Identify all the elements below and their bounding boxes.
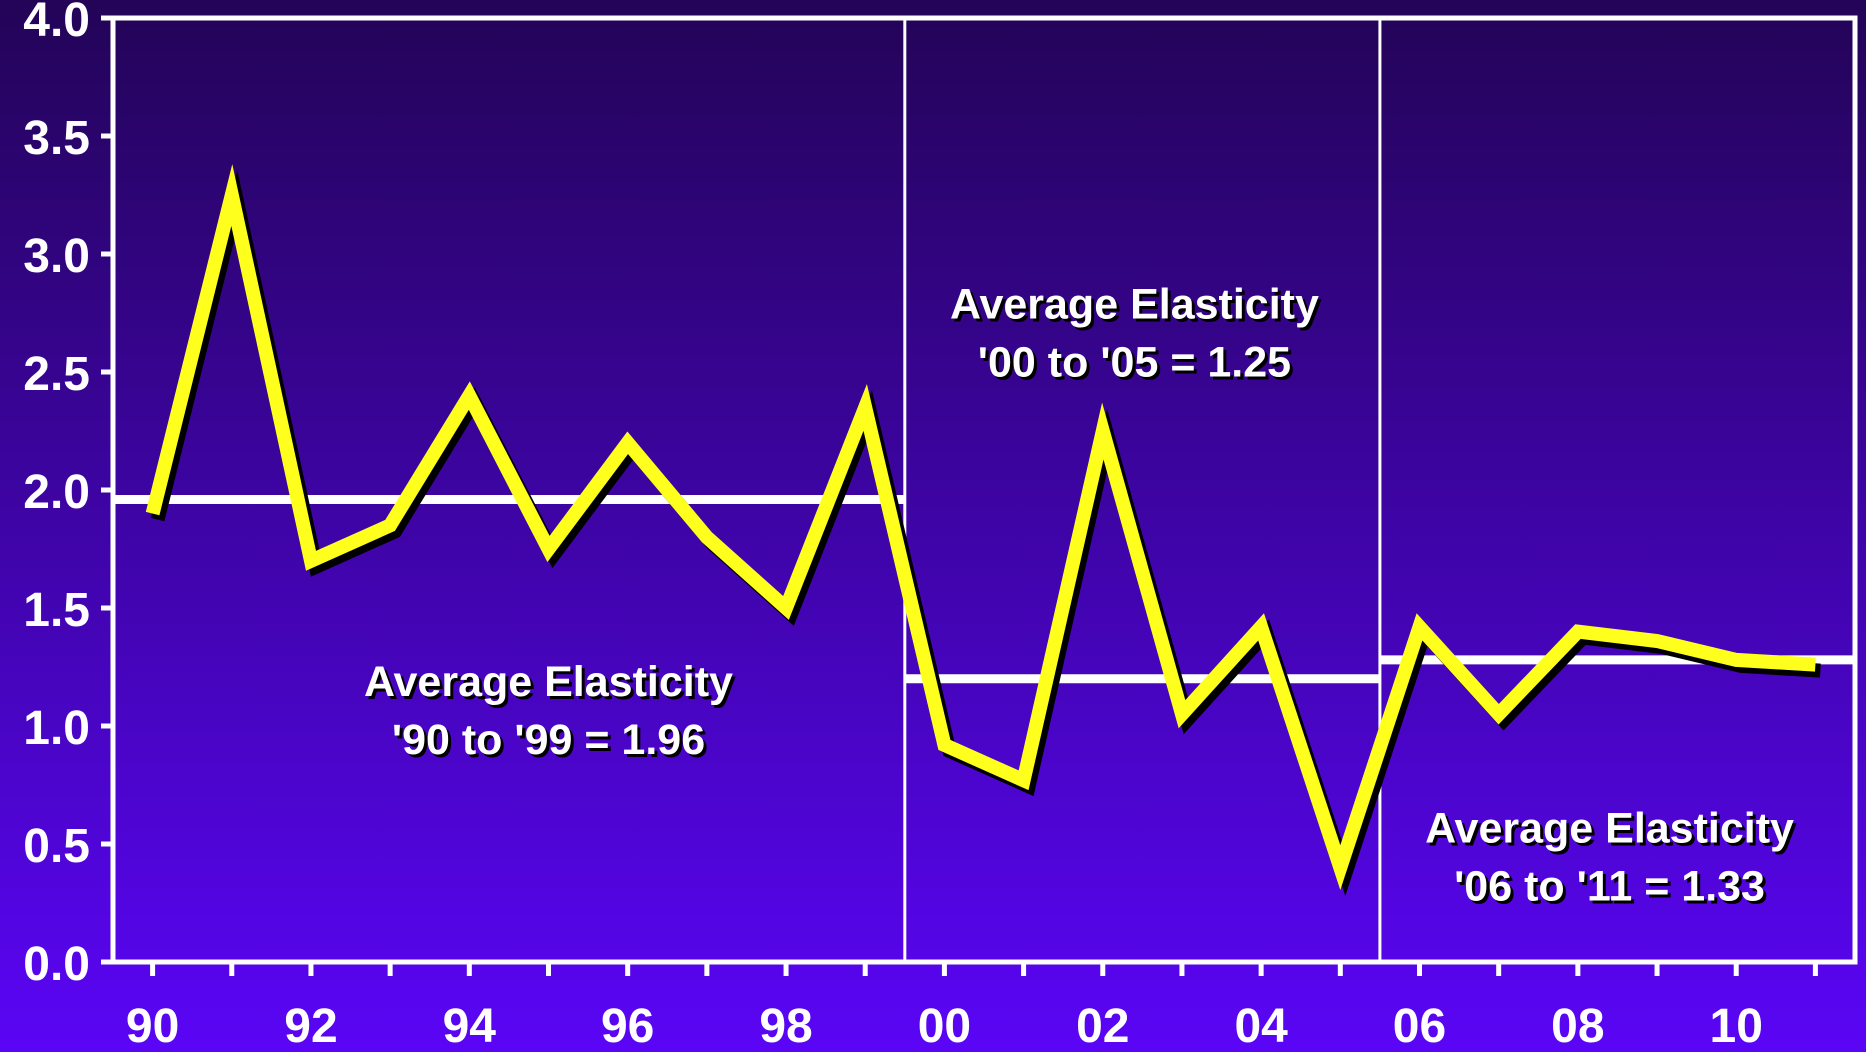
y-tick-label: 0.0 <box>23 938 90 991</box>
annotation-shadow: '06 to '11 = 1.33 <box>1457 865 1768 913</box>
y-tick-label: 2.0 <box>23 466 90 519</box>
x-tick-label: 96 <box>601 1000 654 1052</box>
tick-labels: 0.0 0.5 1.0 1.5 2.0 2.5 3.0 3.5 4.0 90 92 94 96 98 00 0… <box>23 0 1763 1052</box>
period-dividers <box>903 18 1382 962</box>
annotation-value: '00 to '05 = 1.25 <box>978 338 1291 386</box>
x-tick-label: 98 <box>759 1000 812 1052</box>
annotation-shadow: Average Elasticity <box>1428 807 1797 855</box>
y-tick-label: 3.5 <box>23 112 90 165</box>
x-tick-label: 08 <box>1551 1000 1604 1052</box>
annotation-value: '90 to '99 = 1.96 <box>392 716 705 764</box>
x-tick-label: 94 <box>443 1000 497 1052</box>
y-tick-label: 1.5 <box>23 584 90 637</box>
annotation-title: Average Elasticity <box>364 658 733 706</box>
annotation-shadow: '00 to '05 = 1.25 <box>981 341 1294 389</box>
annotation-shadow: Average Elasticity <box>953 283 1322 331</box>
y-tick-label: 0.5 <box>23 820 90 873</box>
x-tick-label: 00 <box>918 1000 971 1052</box>
y-tick-label: 3.0 <box>23 230 90 283</box>
annotation-shadow: Average Elasticity <box>367 661 736 709</box>
x-tick-label: 10 <box>1710 1000 1763 1052</box>
x-tick-label: 06 <box>1393 1000 1446 1052</box>
x-tick-label: 02 <box>1076 1000 1129 1052</box>
x-tick-label: 04 <box>1234 1000 1288 1052</box>
annotation-title: Average Elasticity <box>1425 804 1794 852</box>
x-tick-label: 92 <box>284 1000 337 1052</box>
series-layer <box>145 164 1821 896</box>
axes <box>101 15 1858 976</box>
annotation-value: '06 to '11 = 1.33 <box>1454 862 1765 910</box>
x-tick-label: 90 <box>126 1000 179 1052</box>
annotation-title: Average Elasticity <box>950 280 1319 328</box>
series-line <box>145 164 1816 890</box>
annotation-shadow: '90 to '99 = 1.96 <box>395 719 708 767</box>
y-tick-label: 2.5 <box>23 348 90 401</box>
y-tick-label: 1.0 <box>23 702 90 755</box>
average-annotations: Average Elasticity Average Elasticity '90 … <box>364 280 1797 913</box>
y-tick-label: 4.0 <box>23 0 90 47</box>
